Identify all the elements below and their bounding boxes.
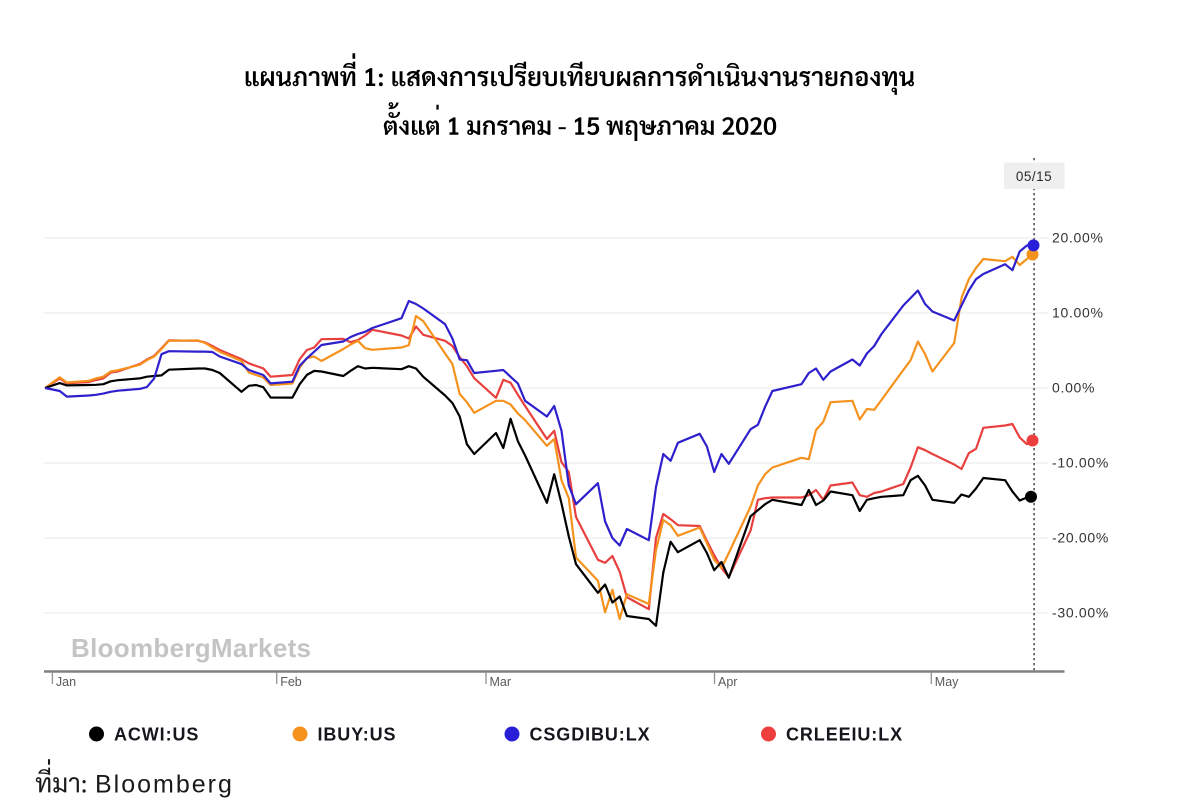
svg-text:Bloomberg: Bloomberg: [95, 770, 234, 798]
svg-text:20.00%: 20.00%: [1052, 230, 1104, 246]
svg-text:05/15: 05/15: [1016, 169, 1052, 184]
svg-text:BloombergMarkets: BloombergMarkets: [71, 633, 311, 663]
svg-text:ACWI:US: ACWI:US: [114, 725, 199, 745]
svg-text:Apr: Apr: [718, 675, 737, 689]
svg-text:CSGDIBU:LX: CSGDIBU:LX: [530, 725, 651, 745]
svg-text:-20.00%: -20.00%: [1052, 530, 1109, 546]
svg-text:Feb: Feb: [280, 675, 302, 689]
svg-text:0.00%: 0.00%: [1052, 380, 1095, 396]
svg-text:-30.00%: -30.00%: [1052, 605, 1109, 621]
svg-text:IBUY:US: IBUY:US: [318, 725, 397, 745]
svg-text:10.00%: 10.00%: [1052, 305, 1104, 321]
svg-text:Jan: Jan: [56, 675, 76, 689]
svg-text:-10.00%: -10.00%: [1052, 455, 1109, 471]
svg-text:CRLEEIU:LX: CRLEEIU:LX: [786, 725, 903, 745]
svg-text:May: May: [935, 675, 959, 689]
svg-text:Mar: Mar: [490, 675, 512, 689]
